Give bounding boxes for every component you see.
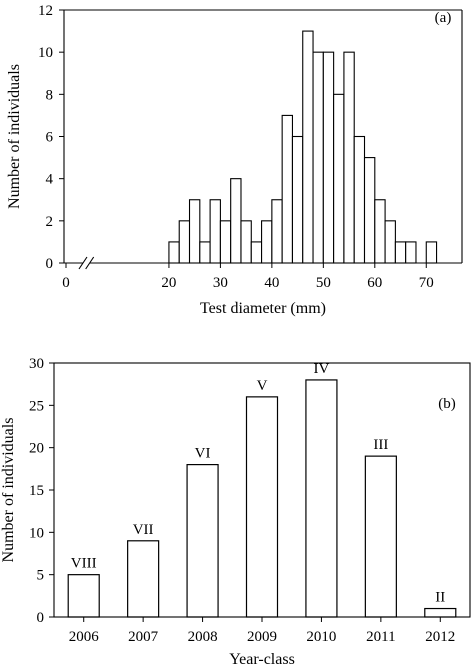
y-tick-label: 15	[29, 483, 44, 499]
y-tick-label: 10	[29, 525, 44, 541]
histogram-bar	[178, 220, 191, 264]
y-tick-label: 6	[46, 130, 54, 146]
histogram-bar	[322, 51, 335, 264]
year-class-bar	[424, 607, 457, 618]
histogram-bar	[199, 241, 211, 264]
bar-age-label: III	[373, 437, 388, 453]
y-axis-title: Number of individuals	[6, 64, 23, 209]
bar-age-label: V	[257, 378, 268, 394]
x-tick-label: 2007	[128, 629, 159, 645]
histogram-bar	[219, 220, 232, 264]
histogram-bar	[168, 241, 180, 264]
histogram-bar	[363, 157, 376, 264]
y-tick-label: 5	[37, 568, 45, 584]
year-class-bar	[67, 574, 100, 618]
histogram-bar	[394, 241, 407, 264]
year-class-bar	[245, 396, 279, 618]
histogram-bar	[353, 135, 366, 264]
histogram-bar	[425, 241, 438, 264]
histogram-bar	[405, 241, 417, 264]
x-tick-label: 2009	[247, 629, 277, 645]
x-axis-title: Year-class	[229, 651, 295, 668]
x-tick-label: 2012	[425, 629, 455, 645]
x-axis-title: Test diameter (mm)	[200, 300, 326, 317]
panel-b-bar-chart: VIII2006VII2007VI2008V2009IV2010III2011I…	[0, 356, 471, 668]
histogram-bar	[302, 30, 314, 264]
x-tick-label: 0	[62, 275, 70, 291]
x-tick-label: 70	[419, 275, 434, 291]
axis-break-mark	[78, 256, 88, 270]
histogram-bar	[374, 199, 386, 264]
panel-label: (b)	[438, 396, 456, 412]
bar-age-label: IV	[314, 361, 330, 377]
histogram-bar	[188, 199, 201, 264]
panel-a-histogram: 0 20 30 40 50 60 70 0 2 4 6 8 10 12 Test diameter (mm)…	[6, 3, 463, 317]
y-tick-label: 4	[46, 172, 54, 188]
bar-age-label: II	[435, 590, 445, 606]
histogram-bar	[230, 178, 242, 264]
histogram-bar	[291, 135, 304, 264]
x-tick-label: 2010	[306, 629, 336, 645]
histogram-bar	[312, 51, 324, 264]
histogram-bar	[261, 220, 273, 264]
year-class-bar	[127, 540, 160, 618]
bar-age-label: VI	[195, 446, 211, 462]
x-tick-label: 2006	[69, 629, 100, 645]
bar-age-label: VIII	[71, 556, 97, 572]
histogram-bar	[250, 241, 263, 264]
y-tick-label: 0	[46, 256, 54, 272]
year-class-bar	[305, 379, 338, 618]
y-tick-label: 10	[38, 45, 53, 61]
y-tick-label: 0	[37, 610, 45, 626]
y-tick-label: 2	[46, 214, 54, 230]
histogram-bar	[240, 220, 252, 264]
x-tick-label: 30	[213, 275, 228, 291]
y-tick-label: 12	[38, 3, 53, 19]
year-class-bar	[186, 464, 219, 618]
panel-label: (a)	[435, 10, 452, 26]
y-axis-title: Number of individuals	[0, 418, 17, 563]
year-class-bar	[364, 455, 397, 618]
x-tick-label: 2008	[188, 629, 218, 645]
y-tick-label: 25	[29, 398, 44, 414]
x-tick-label: 40	[264, 275, 279, 291]
axis-break-mark	[85, 256, 95, 270]
histogram-bar	[343, 51, 355, 264]
x-tick-label: 20	[161, 275, 176, 291]
bar-age-label: VII	[133, 522, 154, 538]
y-tick-label: 30	[29, 356, 44, 372]
x-tick-label: 50	[316, 275, 331, 291]
histogram-bar	[209, 199, 221, 264]
histogram-bar	[384, 220, 396, 264]
y-tick-label: 20	[29, 441, 44, 457]
histogram-bar	[281, 114, 294, 264]
histogram-bar	[271, 199, 283, 264]
histogram-bar	[333, 93, 345, 264]
y-tick-label: 8	[46, 87, 54, 103]
x-tick-label: 60	[367, 275, 382, 291]
x-tick-label: 2011	[366, 629, 395, 645]
